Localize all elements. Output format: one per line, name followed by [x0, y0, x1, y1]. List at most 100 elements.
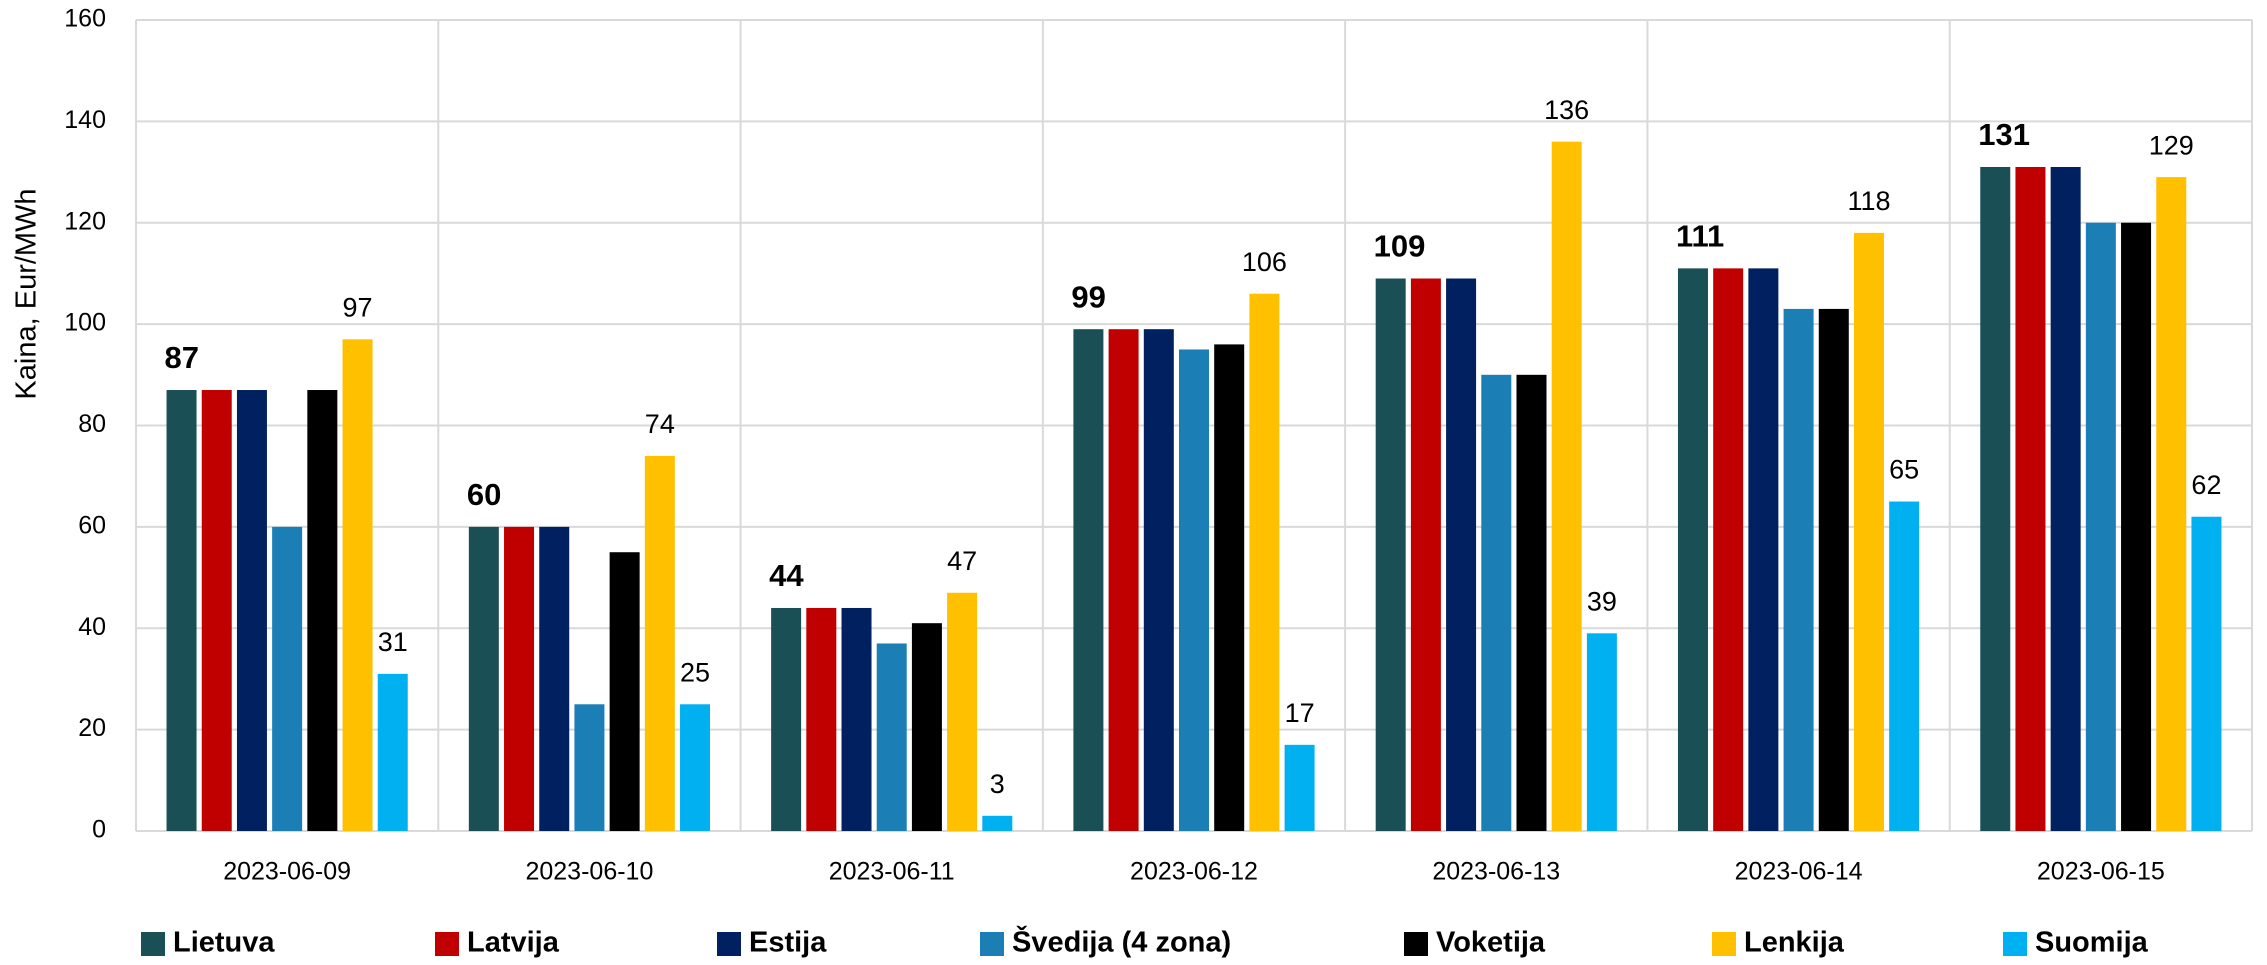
bar — [1713, 268, 1744, 831]
data-label: 118 — [1847, 186, 1890, 216]
bar — [201, 390, 232, 831]
bar — [2050, 166, 2081, 831]
data-label: 109 — [1374, 229, 1426, 264]
bar — [574, 704, 605, 831]
bar — [1143, 329, 1174, 831]
legend-swatch — [1404, 932, 1428, 956]
legend-swatch — [435, 932, 459, 956]
data-label: 136 — [1544, 95, 1589, 125]
legend-label: Suomija — [2035, 927, 2149, 959]
x-tick-label: 2023-06-14 — [1735, 858, 1863, 886]
bar — [468, 526, 499, 831]
bar — [2121, 222, 2152, 831]
legend-label: Švedija (4 zona) — [1012, 925, 1231, 959]
y-tick-label: 100 — [64, 309, 106, 337]
y-tick-label: 60 — [78, 511, 106, 539]
data-label: 60 — [467, 477, 501, 512]
data-label: 74 — [645, 409, 675, 439]
y-tick-label: 0 — [92, 816, 106, 844]
bar — [1249, 293, 1280, 831]
data-label: 65 — [1889, 455, 1919, 485]
data-label: 62 — [2191, 470, 2221, 500]
data-label: 17 — [1285, 698, 1315, 728]
legend-label: Lietuva — [173, 927, 275, 959]
data-label: 111 — [1676, 219, 1724, 254]
x-tick-label: 2023-06-09 — [223, 858, 351, 886]
data-label: 97 — [343, 292, 373, 322]
y-tick-label: 140 — [64, 106, 106, 134]
legend-label: Voketija — [1436, 927, 1546, 959]
bar — [1446, 278, 1477, 832]
bar — [2085, 222, 2116, 831]
data-label: 99 — [1071, 279, 1105, 314]
legend-swatch — [980, 932, 1004, 956]
bar — [539, 526, 570, 831]
bar — [236, 390, 267, 831]
data-label: 25 — [680, 657, 710, 687]
bar — [1748, 268, 1779, 831]
y-tick-label: 80 — [78, 410, 106, 438]
bar — [307, 390, 338, 831]
bar — [1783, 308, 1814, 831]
x-tick-label: 2023-06-15 — [2037, 858, 2165, 886]
data-label: 131 — [1978, 117, 2030, 152]
bar — [876, 643, 907, 831]
bar — [644, 455, 675, 831]
bar — [1179, 349, 1209, 831]
bar — [841, 607, 872, 831]
bar — [1853, 232, 1884, 831]
bar — [1284, 744, 1315, 831]
y-axis-title: Kaina, Eur/MWh — [11, 188, 43, 399]
legend-swatch — [1712, 932, 1736, 956]
bar — [2191, 516, 2222, 831]
bar — [1410, 278, 1441, 832]
data-label: 129 — [2149, 130, 2194, 160]
bar — [609, 552, 640, 831]
y-tick-label: 120 — [64, 207, 106, 235]
x-tick-label: 2023-06-12 — [1130, 858, 1258, 886]
data-label: 47 — [947, 546, 977, 576]
bar — [911, 623, 942, 831]
bar — [342, 339, 373, 831]
bar — [1516, 374, 1547, 831]
y-tick-label: 160 — [64, 5, 106, 33]
bar — [1214, 344, 1245, 831]
bar — [680, 704, 711, 831]
legend-label: Lenkija — [1744, 927, 1845, 959]
legend-swatch — [717, 932, 741, 956]
bar — [982, 815, 1013, 831]
bar — [1481, 374, 1512, 831]
bar — [377, 673, 408, 831]
bar — [1677, 268, 1708, 831]
bar — [504, 526, 535, 831]
bar — [2156, 177, 2187, 832]
bar — [947, 592, 978, 831]
data-label: 39 — [1587, 586, 1617, 616]
bar — [1980, 166, 2011, 831]
legend-swatch — [141, 932, 165, 956]
legend-label: Estija — [749, 927, 827, 959]
legend-swatch — [2003, 932, 2027, 956]
bar — [1108, 329, 1139, 831]
data-label: 3 — [990, 769, 1005, 799]
bar — [272, 526, 303, 831]
legend-label: Latvija — [467, 927, 560, 959]
bar — [2015, 166, 2046, 831]
data-label: 87 — [165, 340, 199, 375]
bar — [1551, 141, 1582, 831]
data-label: 106 — [1242, 247, 1287, 277]
bar — [771, 607, 802, 831]
x-tick-label: 2023-06-11 — [829, 858, 955, 886]
bar — [1375, 278, 1406, 832]
y-tick-label: 20 — [78, 714, 106, 742]
data-label: 31 — [378, 627, 408, 657]
data-label: 44 — [769, 558, 804, 593]
x-tick-label: 2023-06-13 — [1432, 858, 1560, 886]
x-tick-label: 2023-06-10 — [525, 858, 653, 886]
bar — [1073, 329, 1104, 831]
bar — [1889, 501, 1920, 831]
bar — [166, 390, 197, 831]
bar — [806, 607, 837, 831]
y-tick-label: 40 — [78, 613, 106, 641]
